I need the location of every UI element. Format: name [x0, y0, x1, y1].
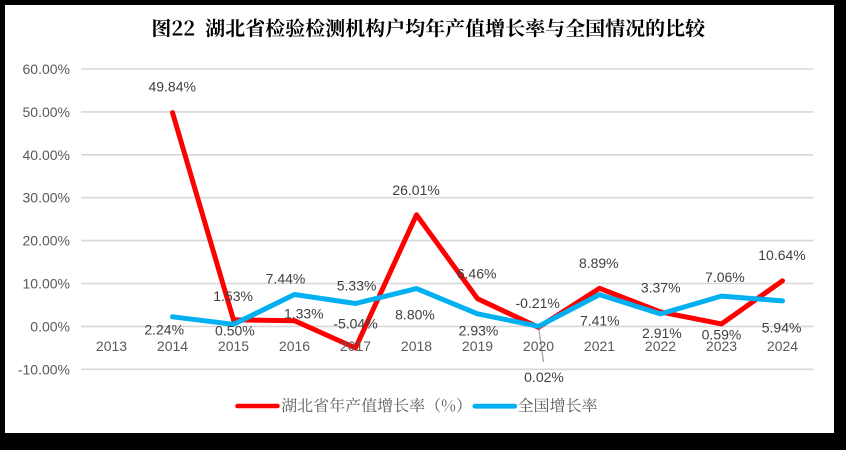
svg-text:26.01%: 26.01%: [392, 182, 439, 198]
svg-text:7.41%: 7.41%: [580, 313, 620, 329]
svg-text:-0.21%: -0.21%: [516, 295, 560, 311]
svg-text:1.53%: 1.53%: [213, 288, 253, 304]
svg-text:5.33%: 5.33%: [337, 278, 377, 294]
svg-text:7.44%: 7.44%: [266, 270, 306, 286]
svg-text:0.02%: 0.02%: [524, 369, 564, 385]
svg-text:20.00%: 20.00%: [23, 233, 70, 249]
svg-text:2013: 2013: [96, 338, 127, 354]
svg-text:8.80%: 8.80%: [395, 306, 435, 322]
svg-text:-5.04%: -5.04%: [333, 316, 377, 332]
svg-text:49.84%: 49.84%: [148, 79, 195, 95]
svg-text:2015: 2015: [218, 338, 249, 354]
svg-text:2023: 2023: [706, 338, 737, 354]
svg-text:2020: 2020: [523, 338, 554, 354]
svg-text:2024: 2024: [767, 338, 798, 354]
svg-text:40.00%: 40.00%: [23, 147, 70, 163]
svg-text:2.93%: 2.93%: [459, 322, 499, 338]
svg-text:1.33%: 1.33%: [284, 306, 324, 322]
svg-text:0.00%: 0.00%: [30, 318, 70, 334]
svg-text:3.37%: 3.37%: [641, 279, 681, 295]
svg-text:10.64%: 10.64%: [758, 247, 805, 263]
svg-text:8.89%: 8.89%: [579, 255, 619, 271]
svg-text:2.91%: 2.91%: [642, 325, 682, 341]
svg-text:0.59%: 0.59%: [702, 327, 742, 343]
svg-text:2018: 2018: [401, 338, 432, 354]
svg-text:7.06%: 7.06%: [705, 269, 745, 285]
svg-text:5.94%: 5.94%: [762, 319, 802, 335]
svg-text:2017: 2017: [340, 338, 371, 354]
svg-text:2022: 2022: [645, 338, 676, 354]
svg-text:10.00%: 10.00%: [23, 276, 70, 292]
svg-text:-10.00%: -10.00%: [18, 361, 70, 377]
svg-text:30.00%: 30.00%: [23, 190, 70, 206]
svg-text:2019: 2019: [462, 338, 493, 354]
svg-text:2021: 2021: [584, 338, 615, 354]
svg-text:2014: 2014: [157, 338, 188, 354]
svg-text:2.24%: 2.24%: [144, 321, 184, 337]
svg-text:0.50%: 0.50%: [215, 323, 255, 339]
svg-text:50.00%: 50.00%: [23, 104, 70, 120]
svg-text:6.46%: 6.46%: [457, 266, 497, 282]
svg-text:2016: 2016: [279, 338, 310, 354]
svg-text:60.00%: 60.00%: [23, 61, 70, 77]
